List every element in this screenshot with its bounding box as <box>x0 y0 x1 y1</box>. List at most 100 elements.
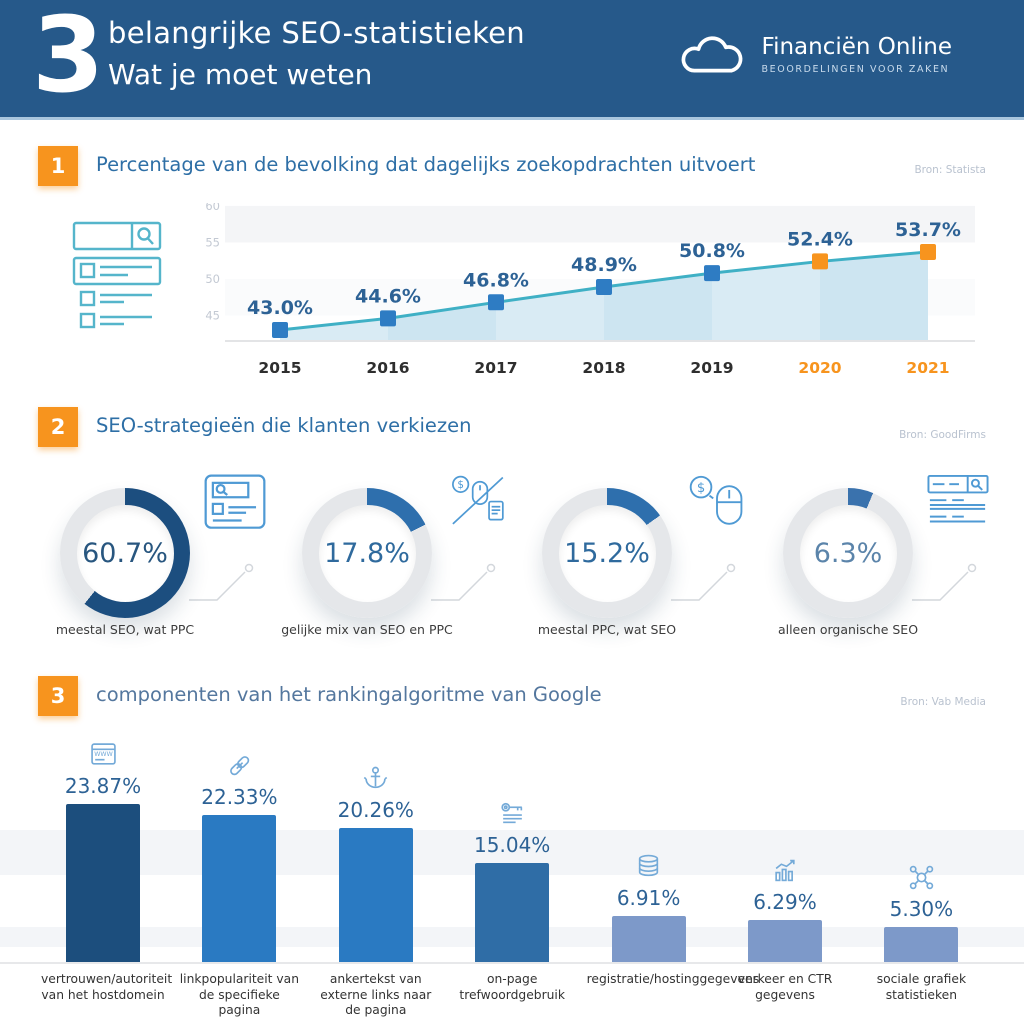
bar-column: 15.04% on-page trefwoordgebruik <box>444 730 580 1024</box>
area-band <box>604 273 712 341</box>
donut-card: 60.7% meestal SEO, wat PPC <box>45 472 280 667</box>
section-2-source: Bron: GoodFirms <box>899 429 986 441</box>
donut-hole: 15.2% <box>558 504 656 602</box>
svg-text:WWW: WWW <box>94 751 112 758</box>
y-tick-label: 50 <box>205 272 220 286</box>
section-2-title: SEO-strategieën die klanten verkiezen <box>96 414 472 437</box>
donut-caption: meestal SEO, wat PPC <box>55 622 195 637</box>
y-tick-label: 60 <box>205 203 220 213</box>
section-3-title: componenten van het rankingalgoritme van… <box>96 683 602 706</box>
seo-strategy-donut-charts: 60.7% meestal SEO, wat PPC $ 17.8% gelij… <box>0 472 1024 667</box>
area-band <box>388 302 496 341</box>
website-icon: WWW <box>35 741 171 768</box>
brand-name: Financiën Online <box>761 33 952 60</box>
point-value-label: 46.8% <box>463 269 529 291</box>
donut-hole: 17.8% <box>318 504 416 602</box>
x-axis-line <box>0 962 1024 964</box>
bar-column: 6.91% registratie/hostinggegevens <box>581 730 760 1024</box>
bar-value-label: 23.87% <box>64 774 142 798</box>
donut-card: $ 17.8% gelijke mix van SEO en PPC <box>281 472 522 667</box>
bar <box>202 815 277 962</box>
bar-value-label: 20.26% <box>337 798 414 822</box>
point-value-label: 52.4% <box>787 228 853 250</box>
svg-text:$: $ <box>697 481 705 496</box>
section-1-badge: 1 <box>38 146 78 186</box>
bar <box>338 828 413 962</box>
bar <box>475 863 550 962</box>
anchor-icon <box>308 765 444 792</box>
y-tick-label: 45 <box>205 308 220 322</box>
bar <box>66 804 140 962</box>
data-point-marker <box>596 278 612 295</box>
big-number: 3 <box>32 0 105 116</box>
donut-chart: 6.3% <box>783 488 913 618</box>
donut-value: 17.8% <box>324 537 410 569</box>
header-title-line1: belangrijke SEO-statistieken <box>108 16 525 50</box>
bar-caption: vertrouwen/autoriteit van het hostdomein <box>41 972 173 1002</box>
database-icon <box>581 853 717 880</box>
area-band <box>280 318 388 341</box>
bar-caption: verkeer en CTR gegevens <box>737 972 833 1002</box>
point-value-label: 48.9% <box>571 254 637 276</box>
point-value-label: 44.6% <box>355 285 421 307</box>
bar-caption: on-page trefwoordgebruik <box>459 972 565 1002</box>
key-icon <box>444 800 580 827</box>
data-point-marker <box>488 294 504 311</box>
serp-list-icon <box>204 474 266 529</box>
mouse-dollar-slash-icon: $ <box>446 474 508 527</box>
bar-caption: registratie/hostinggegevens <box>586 972 760 986</box>
x-axis-year-label: 2017 <box>474 359 517 377</box>
bar-value-label: 5.30% <box>889 897 954 921</box>
section-1-title: Percentage van de bevolking dat dagelijk… <box>96 153 756 176</box>
bar-caption: ankertekst van externe links naar de pag… <box>320 972 432 1018</box>
x-axis-year-label: 2016 <box>366 359 409 377</box>
bar-value-label: 6.29% <box>753 890 817 914</box>
bar-value-label: 15.04% <box>474 833 551 857</box>
data-point-marker <box>920 243 936 260</box>
x-axis-year-label: 2020 <box>798 359 841 377</box>
brand-text: Financiën Online BEOORDELINGEN VOOR ZAKE… <box>762 34 952 75</box>
point-value-label: 50.8% <box>679 240 745 262</box>
point-value-label: 53.7% <box>895 219 961 241</box>
bar-column: WWW 23.87% vertrouwen/autoriteit van het… <box>35 730 173 1024</box>
traffic-chart-icon <box>717 857 853 884</box>
section-1-source: Bron: Statista <box>914 164 986 176</box>
donut-hole: 6.3% <box>799 504 897 602</box>
cloud-icon <box>674 28 748 80</box>
bar-value-label: 22.33% <box>201 785 278 809</box>
section-3-source: Bron: Vab Media <box>900 696 986 708</box>
donut-caption: alleen organische SEO <box>777 622 919 637</box>
x-axis-year-label: 2018 <box>582 359 625 377</box>
bar-value-label: 6.91% <box>616 886 681 910</box>
donut-chart: 17.8% <box>302 488 432 618</box>
connector-line <box>671 563 736 601</box>
x-axis-year-label: 2021 <box>906 359 949 377</box>
x-axis-year-label: 2019 <box>690 359 733 377</box>
bar-caption: linkpopulariteit van de specifieke pagin… <box>179 972 300 1018</box>
brand-tagline: BEOORDELINGEN VOOR ZAKEN <box>761 63 950 75</box>
header-banner: 3 belangrijke SEO-statistieken Wat je mo… <box>0 0 1024 120</box>
point-value-label: 43.0% <box>247 297 313 319</box>
donut-chart: 60.7% <box>60 488 190 618</box>
donut-value: 15.2% <box>564 537 650 569</box>
social-graph-icon <box>853 864 989 891</box>
donut-hole: 60.7% <box>76 504 174 602</box>
section-3-badge: 3 <box>38 676 78 716</box>
donut-chart: 15.2% <box>542 488 672 618</box>
brand-logo: Financiën Online BEOORDELINGEN VOOR ZAKE… <box>674 28 952 80</box>
daily-search-line-chart: 45 50 55 60 43.0% 2015 44.6% 2016 46.8% 2017 48.9%… <box>190 199 990 389</box>
area-band <box>496 286 604 341</box>
donut-card: $ 15.2% meestal PPC, wat SEO <box>527 472 762 667</box>
area-band <box>820 251 928 341</box>
dollar-mouse-icon: $ <box>686 474 748 528</box>
search-results-wireframe-icon <box>72 220 164 332</box>
bar <box>748 920 822 962</box>
link-icon <box>171 752 307 779</box>
connector-line <box>912 563 977 601</box>
donut-caption: gelijke mix van SEO en PPC <box>281 622 453 637</box>
header-title-line2: Wat je moet weten <box>108 58 373 91</box>
donut-value: 60.7% <box>82 537 168 569</box>
ranking-components-bar-chart: WWW 23.87% vertrouwen/autoriteit van het… <box>0 730 1024 1024</box>
area-band <box>712 261 820 341</box>
